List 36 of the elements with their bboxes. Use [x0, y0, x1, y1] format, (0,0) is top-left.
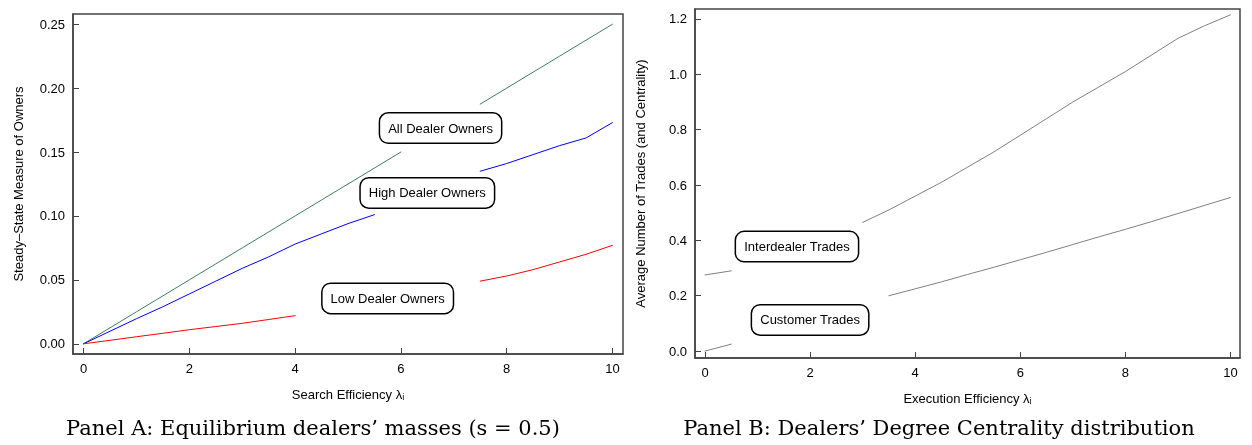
y-tick-label: 0.6 — [668, 177, 687, 193]
x-tick-label: 2 — [806, 365, 814, 380]
x-tick-label: 2 — [185, 361, 193, 376]
y-tick-label: 0.00 — [39, 336, 65, 352]
x-tick-label: 6 — [397, 361, 405, 376]
y-tick-label: 1.2 — [668, 11, 687, 27]
y-axis-title: Steady–State Measure of Owners — [11, 85, 26, 282]
x-tick-label: 8 — [1121, 365, 1130, 380]
x-tick-label: 8 — [503, 361, 511, 376]
x-tick-label: 0 — [79, 361, 88, 376]
x-axis-title: Search Efficiency λᵢ — [291, 387, 405, 402]
y-tick-label: 0.8 — [668, 122, 687, 138]
x-tick-label: 4 — [911, 365, 919, 380]
x-tick-label: 4 — [291, 361, 299, 376]
text: Panel B: Dealers’ Degree Centrality distribution — [683, 415, 1195, 440]
y-tick-label: 0.10 — [39, 208, 65, 224]
series-label: All Dealer Owners — [388, 120, 494, 136]
x-tick-label: 0 — [701, 365, 709, 380]
y-tick-label: 0.0 — [668, 343, 687, 359]
y-axis-title: Average Number of Trades (and Centrality) — [633, 59, 648, 308]
y-tick-label: 0.20 — [39, 80, 65, 96]
x-tick-label: 10 — [1223, 365, 1238, 380]
series-label: Interdealer Trades — [744, 239, 851, 255]
x-axis-title: Execution Efficiency λᵢ — [903, 391, 1032, 406]
x-tick-label: 10 — [605, 361, 620, 376]
x-tick-label: 6 — [1016, 365, 1024, 380]
text: Customer Trades — [760, 312, 861, 328]
text: Panel A: Equilibrium dealers’ masses (s = 0.5) — [66, 415, 560, 440]
y-tick-label: 0.4 — [668, 232, 687, 248]
y-tick-label: 0.15 — [39, 144, 65, 160]
y-tick-label: 1.0 — [668, 66, 687, 82]
series-label: High Dealer Owners — [368, 185, 487, 201]
y-tick-label: 0.2 — [668, 288, 687, 304]
y-tick-label: 0.05 — [39, 272, 65, 288]
y-tick-label: 0.25 — [39, 16, 65, 32]
text: Low Dealer Owners — [330, 290, 446, 306]
